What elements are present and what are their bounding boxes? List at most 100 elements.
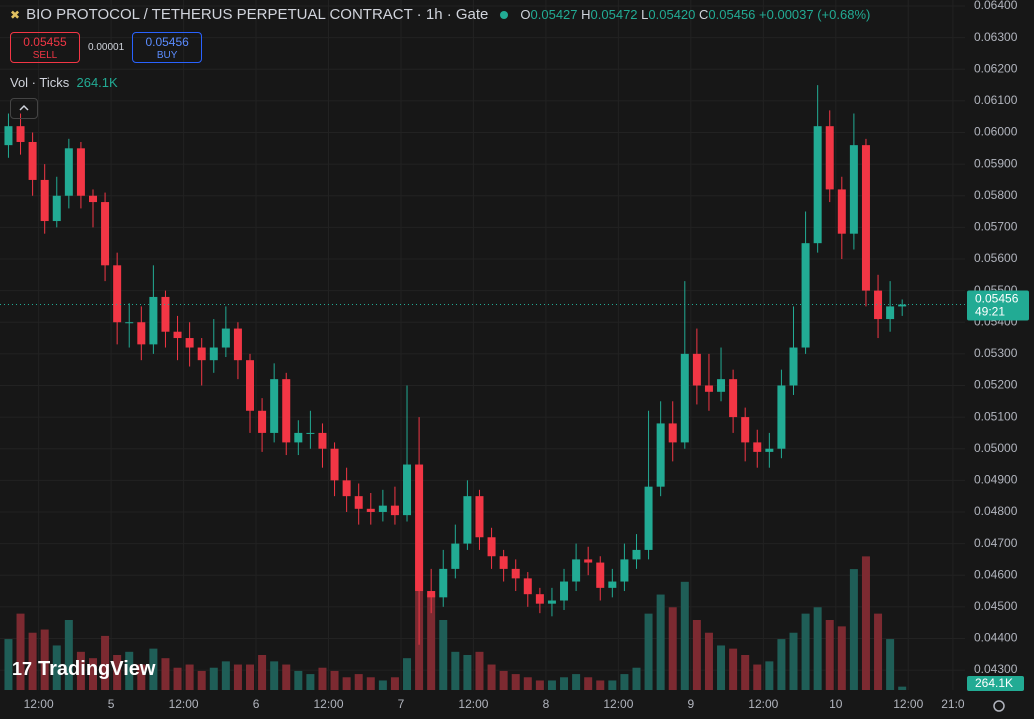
y-tick-label: 0.06000 <box>974 125 1018 139</box>
volume-bar <box>596 680 605 690</box>
x-tick-label: 6 <box>253 697 260 711</box>
status-dot <box>500 10 509 19</box>
candle-body <box>258 410 267 433</box>
candle-body <box>463 496 472 544</box>
volume-bar <box>173 667 182 690</box>
volume-badge <box>967 676 1024 691</box>
y-tick-label: 0.05200 <box>974 378 1018 392</box>
candle-body <box>849 145 858 234</box>
volume-bar <box>451 651 460 690</box>
volume-bar <box>632 667 641 690</box>
candle-body <box>197 347 206 361</box>
trade-buttons: 0.05455 SELL 0.00001 0.05456 BUY <box>10 32 203 63</box>
candle-body <box>487 537 496 557</box>
x-tick-label: 12:00 <box>458 697 488 711</box>
buy-label: BUY <box>156 50 178 61</box>
volume-bar <box>475 651 484 690</box>
volume-bar <box>487 664 496 690</box>
candle-body <box>668 423 677 443</box>
volume-value: 264.1K <box>76 75 118 90</box>
candle-body <box>765 448 774 452</box>
volume-bar <box>729 648 738 690</box>
volume-bar <box>342 677 351 690</box>
candle-body <box>366 508 375 512</box>
volume-bar <box>4 639 13 690</box>
volume-bar <box>197 670 206 690</box>
candle-body <box>656 423 665 487</box>
volume-bar <box>463 655 472 690</box>
y-tick-label: 0.04500 <box>974 599 1018 613</box>
volume-title: Vol · Ticks <box>10 75 70 90</box>
volume-bar <box>306 674 315 690</box>
candle-body <box>161 296 170 332</box>
volume-bar <box>366 677 375 690</box>
symbol-icon: ✖ <box>10 7 21 22</box>
buy-price: 0.05456 <box>145 35 189 49</box>
candle-body <box>318 432 327 449</box>
logo: 17 TradingView <box>12 658 156 680</box>
x-tick-label: 12:00 <box>313 697 343 711</box>
buy-button[interactable]: 0.05456 BUY <box>132 32 203 63</box>
x-tick-label: 12:00 <box>603 697 633 711</box>
candle-body <box>499 556 508 569</box>
volume-bar <box>40 629 49 690</box>
candle-body <box>861 145 870 291</box>
candle-body <box>874 290 883 320</box>
y-tick-label: 0.05300 <box>974 346 1018 360</box>
volume-legend: Vol · Ticks 264.1K <box>10 75 118 90</box>
candle-body <box>125 322 134 324</box>
candle-body <box>572 559 581 582</box>
candle-body <box>825 126 834 190</box>
x-tick-label: 21:0 <box>941 697 965 711</box>
candle-body <box>729 379 738 418</box>
candle-body <box>692 353 701 386</box>
candle-body <box>632 549 641 560</box>
candle-body <box>801 243 810 348</box>
candle-body <box>789 347 798 386</box>
volume-bar <box>608 680 617 690</box>
y-tick-label: 0.04300 <box>974 662 1018 676</box>
volume-badge-label: 264.1K <box>975 676 1013 690</box>
volume-bar <box>704 632 713 690</box>
sell-button[interactable]: 0.05455 SELL <box>10 32 80 63</box>
candle-body <box>76 148 85 196</box>
candle-body <box>741 417 750 443</box>
symbol-title[interactable]: BIO PROTOCOL / TETHERUS PERPETUAL CONTRA… <box>26 6 489 23</box>
o-label: O <box>520 7 531 22</box>
volume-bar <box>849 569 858 690</box>
candle-body <box>886 306 895 320</box>
candle-body <box>342 480 351 497</box>
x-tick-label: 5 <box>108 697 115 711</box>
volume-bar <box>620 674 629 690</box>
collapse-button[interactable] <box>10 98 38 119</box>
candle-body <box>415 464 424 592</box>
candle-body <box>270 379 279 433</box>
candle-body <box>704 385 713 392</box>
volume-bar <box>64 620 73 690</box>
y-tick-label: 0.06200 <box>974 61 1018 75</box>
volume-bar <box>101 635 110 690</box>
x-tick-label: 8 <box>543 697 550 711</box>
x-tick-label: 12:00 <box>748 697 778 711</box>
candle-body <box>777 385 786 449</box>
candle-body <box>40 179 49 222</box>
volume-bar <box>753 664 762 690</box>
candle-body <box>246 360 255 411</box>
volume-bar <box>403 658 412 690</box>
y-tick-label: 0.04400 <box>974 631 1018 645</box>
c-label: C <box>699 7 709 22</box>
sell-price: 0.05455 <box>23 35 67 49</box>
volume-bar <box>137 664 146 690</box>
volume-bar <box>874 613 883 690</box>
candle-body <box>149 296 158 345</box>
y-tick-label: 0.05600 <box>974 251 1018 265</box>
volume-bar <box>233 664 242 690</box>
volume-bar <box>270 661 279 690</box>
settings-icon[interactable] <box>993 700 1005 712</box>
candle-body <box>4 126 13 146</box>
candle-body <box>475 496 484 538</box>
volume-bar <box>125 651 134 690</box>
candle-body <box>221 328 230 348</box>
